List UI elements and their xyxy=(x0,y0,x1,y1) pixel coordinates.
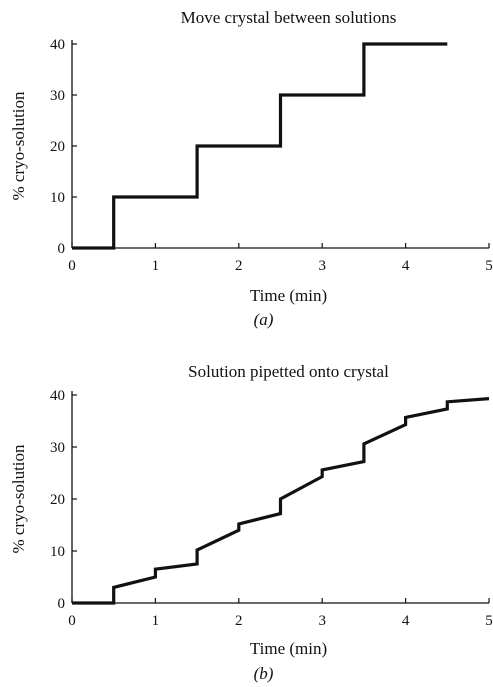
chart-b-x-tick-label: 4 xyxy=(402,613,410,629)
chart-a-y-tick-label: 10 xyxy=(50,190,65,206)
chart-b-x-tick-label: 2 xyxy=(235,613,243,629)
chart-a-y-axis-label: % cryo-solution xyxy=(9,91,28,201)
chart-a-series-line xyxy=(72,42,448,250)
chart-b-x-axis-label: Time (min) xyxy=(250,639,327,658)
chart-b-title: Solution pipetted onto crystal xyxy=(188,362,389,381)
chart-a-x-tick-label: 1 xyxy=(152,258,160,274)
chart-a-x-tick-label: 3 xyxy=(318,258,326,274)
chart-a-x-tick-label: 5 xyxy=(485,258,493,274)
chart-b-x-tick-label: 3 xyxy=(318,613,326,629)
chart-a-y-tick-label: 20 xyxy=(50,139,65,155)
chart-b: Solution pipetted onto crystal 0 1 2 3 4 5 0 10 2… xyxy=(9,362,493,683)
chart-a-x-tick-label: 2 xyxy=(235,258,243,274)
chart-a-y-tick-label: 30 xyxy=(50,88,65,104)
chart-b-y-tick-label: 30 xyxy=(50,440,65,456)
chart-b-x-tick-label: 5 xyxy=(485,613,493,629)
chart-b-y-axis-label: % cryo-solution xyxy=(9,444,28,554)
chart-a-y-tick-label: 40 xyxy=(50,37,65,53)
chart-b-y-tick-label: 20 xyxy=(50,492,65,508)
chart-b-x-tick-label: 1 xyxy=(152,613,160,629)
chart-a-y-tick-label: 0 xyxy=(58,241,66,257)
chart-a-x-tick-label: 0 xyxy=(68,258,76,274)
chart-b-x-tick-label: 0 xyxy=(68,613,76,629)
chart-b-panel-label: (b) xyxy=(254,664,274,683)
chart-b-y-tick-label: 10 xyxy=(50,544,65,560)
chart-b-series-line xyxy=(72,397,490,605)
chart-a: Move crystal between solutions 0 1 2 3 4 5 0 10 2… xyxy=(9,8,493,329)
chart-a-x-axis-label: Time (min) xyxy=(250,286,327,305)
chart-b-y-tick-label: 0 xyxy=(58,596,66,612)
chart-b-y-tick-label: 40 xyxy=(50,388,65,404)
chart-a-title: Move crystal between solutions xyxy=(181,8,397,27)
chart-a-x-tick-label: 4 xyxy=(402,258,410,274)
chart-a-panel-label: (a) xyxy=(254,310,274,329)
